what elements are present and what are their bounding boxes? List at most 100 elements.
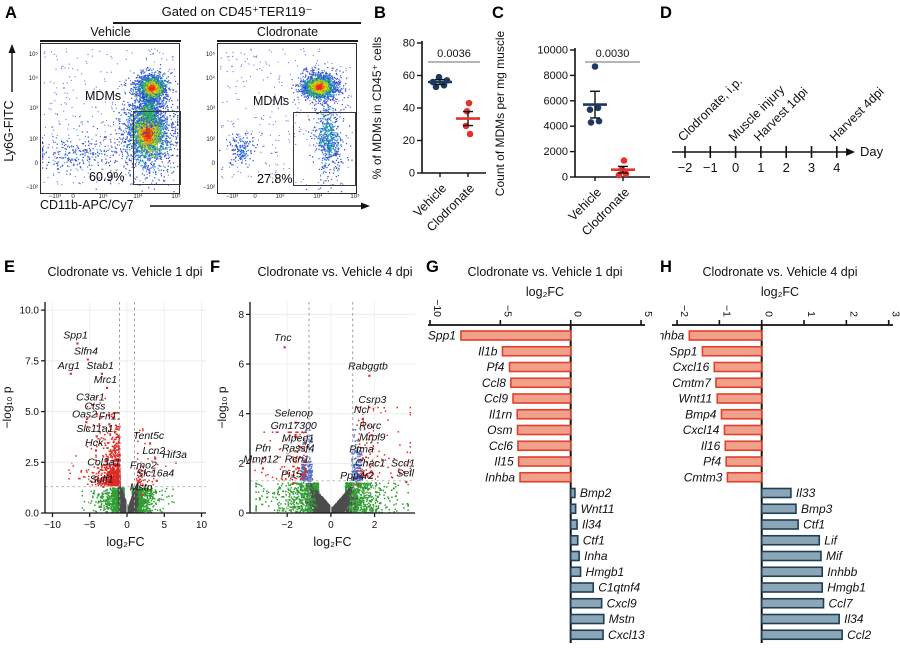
y-tick-label: 2000 — [544, 146, 568, 158]
bar-Bmp3 — [760, 503, 797, 515]
panel-d-label: D — [660, 4, 672, 22]
bar-Il34 — [569, 519, 578, 530]
timeline-arrow-icon — [846, 148, 855, 156]
mdm-gate-vehicle — [133, 111, 181, 185]
mdm-gate-clodronate — [293, 112, 356, 186]
y-tick-label: 0 — [562, 172, 568, 184]
panel-f-label: F — [210, 258, 221, 276]
gene-label: Rorc — [359, 420, 382, 432]
bar-gene-label: Cxcl16 — [673, 360, 710, 374]
bar-gene-label: Il33 — [796, 486, 816, 500]
gene-label: Slc11a1 — [76, 423, 113, 435]
y-tick-label: 2.5 — [25, 458, 39, 469]
bar-Osm — [516, 424, 572, 436]
bar-Inhba — [688, 330, 763, 341]
bar-Ccl8 — [510, 377, 572, 389]
day-tick-label: 3 — [808, 160, 815, 175]
bar-Pf4 — [508, 361, 572, 373]
y-tick-label: 4000 — [544, 121, 568, 133]
x-axis-label: log₂FC — [106, 535, 144, 549]
y-tick-label: 2 — [238, 459, 244, 470]
bar-gene-label: Pf4 — [486, 360, 504, 374]
y-axis-label: −log₁₀ p — [215, 386, 229, 428]
bar-gene-label: Bmp4 — [685, 407, 717, 421]
panel-b-label: B — [374, 4, 386, 22]
panel-b-mdm-percent: 0 20 40 60 80% of MDMs in CD45⁺ cells 0.0036 V… — [368, 25, 508, 247]
bar-Ctf1 — [569, 534, 579, 546]
bar-Ccl2 — [760, 629, 843, 641]
data-point — [620, 157, 628, 164]
bar-Il34 — [760, 613, 840, 625]
flow-axis-tick: −10² — [202, 185, 215, 191]
bar-Mif — [760, 550, 822, 562]
flow-axis-tick: 10⁵ — [205, 52, 215, 58]
flow-title-vehicle-underline — [40, 40, 181, 42]
p-value: 0.0030 — [596, 48, 630, 60]
flow-axis-tick: 10⁵ — [350, 194, 360, 200]
gene-label: Rassf4 — [282, 442, 315, 454]
day-tick-label: 1 — [757, 160, 764, 175]
panel-h-bars-4dpi: Clodronate vs. Vehicle 4 dpi log₂FC −2 −1… — [660, 255, 900, 649]
data-point — [435, 73, 443, 81]
day-tick-label: 2 — [783, 160, 790, 175]
flow-axis-tick: 10² — [206, 137, 215, 143]
flow-axis-tick: 0 — [34, 161, 38, 167]
bar-gene-label: Mif — [826, 549, 844, 563]
gene-label: Ppp4r2 — [340, 470, 374, 482]
y-tick-label: 80 — [403, 38, 415, 50]
y-tick-label: 0.0 — [25, 509, 39, 520]
bar-Cxcl16 — [713, 361, 763, 373]
panel-e-axes: −10 −5 0 5 10 0.0 2.5 5.0 7.5 10.0 log₂FC −log₁₀ p S… — [0, 302, 208, 549]
bar-gene-label: Bmp2 — [580, 486, 612, 500]
gene-label: Mstn — [130, 482, 153, 494]
bar-Lif — [760, 534, 821, 546]
gene-label: Col3a1 — [87, 456, 120, 468]
gene-label: Mpeg1 — [282, 433, 314, 445]
gene-label: Chac1 — [355, 457, 385, 469]
flow-axis-tick: 10³ — [275, 194, 285, 200]
bar-gene-label: Il1b — [478, 344, 498, 358]
gene-label: Spp1 — [63, 329, 88, 341]
x-tick-label: 0 — [124, 520, 130, 531]
volcano-points-canvas-4dpi — [251, 303, 415, 513]
x-tick-label: 5 — [642, 311, 654, 317]
bar-gene-label: Ccl8 — [482, 376, 506, 390]
bar-gene-label: Osm — [487, 423, 512, 437]
x-tick-label: 1 — [805, 311, 817, 317]
bar-Ccl7 — [760, 597, 825, 609]
data-point — [465, 99, 473, 107]
y-tick-label: 20 — [403, 135, 415, 147]
gating-header-underline — [113, 22, 361, 24]
bar-gene-label: Hmgb1 — [586, 565, 625, 579]
bar-Spp1 — [460, 330, 572, 341]
day-tick-label: −1 — [703, 160, 718, 175]
gene-label: Slfn4 — [74, 346, 98, 358]
data-point — [586, 106, 594, 113]
flow-axis-tick: 0 — [253, 194, 257, 200]
flow-axis-tick: 10² — [29, 137, 38, 143]
data-point — [594, 104, 602, 112]
x-tick-label: 10 — [196, 520, 208, 531]
y-tick-label: 8000 — [544, 70, 568, 82]
bar-Ccl6 — [517, 440, 572, 452]
panel-c-chart: 0 2000 4000 6000 8000 10000 Count of MDMs per … — [493, 30, 650, 238]
y-tick-label: 6000 — [544, 95, 568, 107]
panel-e-label: E — [4, 258, 16, 276]
flow-axis-tick: 10⁵ — [28, 52, 38, 58]
panel-a-label: A — [5, 4, 17, 22]
bar-gene-label: Spp1 — [669, 344, 697, 358]
gate-label-vehicle: MDMs — [85, 89, 122, 103]
flow-y-axis-label: Ly6G-FITC — [2, 100, 16, 161]
gene-label: Scd1 — [391, 457, 415, 469]
panel-h-axis-label: log₂FC — [760, 285, 800, 299]
bar-gene-label: Inha — [584, 549, 608, 563]
gate-label-clodronate: MDMs — [253, 94, 290, 108]
gene-label: Tnc — [274, 332, 292, 344]
flow-title-clodronate: Clodronate — [256, 25, 319, 39]
x-tick-label: −5 — [501, 305, 513, 317]
gene-label: Mrpl9 — [359, 431, 385, 443]
bar-gene-label: Il1rn — [489, 407, 513, 421]
